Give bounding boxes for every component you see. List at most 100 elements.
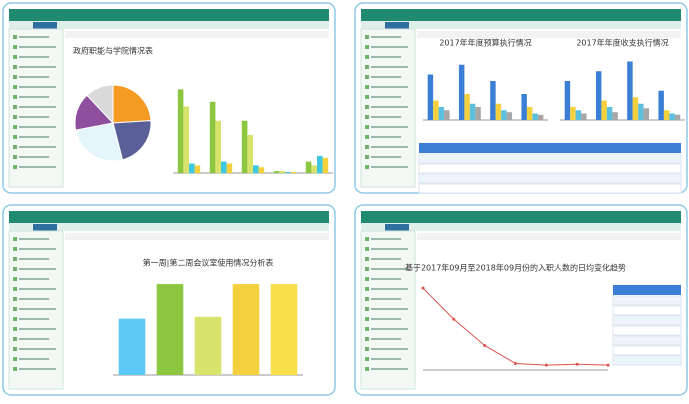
tree-icon xyxy=(13,115,17,119)
tree-icon xyxy=(365,307,369,311)
table-row xyxy=(612,335,682,346)
tab xyxy=(33,22,57,29)
tree-icon xyxy=(13,287,17,291)
tree-item xyxy=(371,136,401,138)
bar xyxy=(581,113,587,120)
tree-item xyxy=(371,328,408,330)
tree-icon xyxy=(365,35,369,39)
pie-slice xyxy=(112,120,152,161)
tree-icon xyxy=(13,347,17,351)
tab xyxy=(385,224,409,231)
tree-icon xyxy=(13,237,17,241)
toolbar xyxy=(417,233,681,240)
bar xyxy=(564,81,571,120)
tree-icon xyxy=(13,247,17,251)
bar xyxy=(532,113,538,120)
bar xyxy=(241,120,248,173)
app-window: 2017年年度预算执行情况 2017年年度收支执行情况 xyxy=(354,2,688,194)
bar xyxy=(118,318,146,375)
bar xyxy=(526,107,533,120)
bar xyxy=(495,103,502,120)
tree-item xyxy=(19,46,56,48)
bar xyxy=(601,100,607,120)
table-row xyxy=(612,345,682,356)
tree-icon xyxy=(365,145,369,149)
table-row xyxy=(418,153,682,164)
bar xyxy=(221,161,227,173)
bar xyxy=(663,110,670,120)
tree-icon xyxy=(365,357,369,361)
tree-item xyxy=(371,338,401,340)
tree-icon xyxy=(13,135,17,139)
tree-item xyxy=(371,348,408,350)
bar xyxy=(226,163,233,173)
tree-item xyxy=(19,96,49,98)
tree-item xyxy=(19,146,56,148)
tree-item xyxy=(19,288,56,290)
tree-icon xyxy=(13,327,17,331)
tree-icon xyxy=(13,337,17,341)
tree-icon xyxy=(365,45,369,49)
table-row xyxy=(418,163,682,174)
tree-icon xyxy=(365,95,369,99)
tree-item xyxy=(19,238,49,240)
tree-item xyxy=(371,86,408,88)
bar xyxy=(464,94,470,120)
app-window: 基于2017年09月至2018年09月份的入职人数的日均变化趋势 xyxy=(354,204,688,396)
tree-item xyxy=(19,268,56,270)
tree-item xyxy=(19,358,49,360)
tree-icon xyxy=(365,85,369,89)
tab-bar xyxy=(361,21,681,29)
tree-item xyxy=(371,46,408,48)
point xyxy=(575,362,579,366)
bar xyxy=(215,120,221,173)
tree-item xyxy=(371,66,408,68)
tree-item xyxy=(371,248,408,250)
tree-item xyxy=(371,166,408,168)
bar xyxy=(209,101,216,173)
app-window: 政府职能与学院情况表 xyxy=(2,2,336,194)
tree-icon xyxy=(365,135,369,139)
table-header xyxy=(419,143,681,153)
window-frame xyxy=(354,204,688,396)
tree-item xyxy=(19,328,56,330)
tree-item xyxy=(371,308,408,310)
bar xyxy=(305,161,312,173)
tree-item xyxy=(19,106,56,108)
tree-item xyxy=(19,338,49,340)
tree-item xyxy=(19,308,56,310)
bar xyxy=(606,107,613,120)
tree-item xyxy=(371,96,401,98)
tree-item xyxy=(19,166,56,168)
pie-slice xyxy=(86,84,114,125)
bar xyxy=(177,89,184,173)
tree-icon xyxy=(13,105,17,109)
tree-item xyxy=(371,116,401,118)
tree-icon xyxy=(13,357,17,361)
tree-icon xyxy=(13,55,17,59)
bar xyxy=(270,284,298,375)
point xyxy=(483,343,487,347)
chart-title: 第一周|第二周会议室使用情况分析表 xyxy=(143,258,274,268)
tab-bar xyxy=(9,223,329,231)
tree-item xyxy=(19,136,49,138)
tree-icon xyxy=(13,75,17,79)
point xyxy=(606,363,610,367)
tree-icon xyxy=(365,55,369,59)
bar xyxy=(458,64,465,120)
tree-item xyxy=(19,56,49,58)
bar xyxy=(322,157,329,173)
tree-icon xyxy=(13,317,17,321)
table-row xyxy=(418,183,682,194)
tree-icon xyxy=(13,35,17,39)
point xyxy=(514,361,517,365)
bar xyxy=(674,114,681,120)
tree-item xyxy=(19,66,56,68)
tab xyxy=(33,224,57,231)
bar xyxy=(575,110,582,120)
tree-icon xyxy=(13,277,17,281)
bar xyxy=(183,106,189,173)
tree-icon xyxy=(365,125,369,129)
table-row xyxy=(612,295,682,306)
